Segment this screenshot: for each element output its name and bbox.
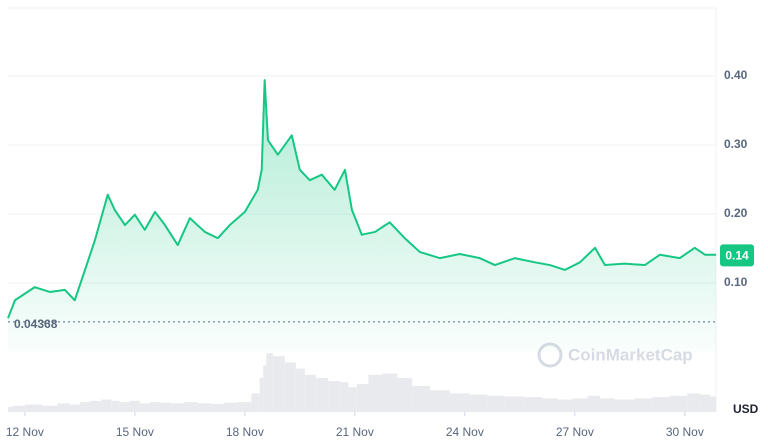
price-badge-label: 0.14 bbox=[725, 249, 749, 263]
y-tick-label: 0.30 bbox=[724, 137, 748, 151]
volume-bar bbox=[348, 387, 357, 412]
volume-bar bbox=[614, 399, 635, 412]
volume-bar bbox=[211, 403, 224, 412]
volume-bar bbox=[24, 404, 43, 412]
volume-bar bbox=[284, 362, 296, 412]
volume-bar bbox=[356, 384, 369, 412]
price-area bbox=[8, 80, 716, 352]
volume-bar bbox=[304, 374, 316, 412]
volume-bar bbox=[272, 356, 285, 412]
volume-bar bbox=[524, 397, 543, 412]
volume-bar bbox=[699, 394, 711, 412]
x-tick-label: 24 Nov bbox=[446, 425, 484, 439]
volume-bar bbox=[669, 395, 688, 412]
volume-bar bbox=[197, 403, 212, 412]
volume-bar bbox=[315, 377, 329, 412]
volume-bar bbox=[599, 398, 615, 412]
volume-bar bbox=[266, 353, 273, 412]
volume-bar bbox=[8, 407, 12, 412]
volume-bar bbox=[139, 403, 150, 412]
volume-bar bbox=[119, 402, 130, 412]
currency-label: USD bbox=[733, 402, 759, 416]
y-tick-label: 0.10 bbox=[724, 275, 748, 289]
volume-bar bbox=[469, 394, 488, 412]
x-tick-label: 15 Nov bbox=[116, 425, 154, 439]
volume-bar bbox=[412, 385, 430, 412]
volume-bar bbox=[449, 393, 470, 412]
volume-bar bbox=[79, 402, 90, 412]
volume-bar bbox=[339, 382, 349, 412]
volume-bar bbox=[572, 398, 588, 412]
volume-bar bbox=[295, 368, 305, 412]
volume-bar bbox=[710, 396, 716, 412]
volume-bar bbox=[149, 402, 160, 412]
volume-bar bbox=[183, 402, 198, 412]
volume-bar bbox=[259, 377, 264, 412]
volume-bar bbox=[69, 404, 80, 412]
volume-bar bbox=[223, 402, 238, 412]
x-tick-label: 27 Nov bbox=[556, 425, 594, 439]
y-tick-label: 0.20 bbox=[724, 206, 748, 220]
volume-bar bbox=[382, 373, 398, 412]
x-tick-label: 21 Nov bbox=[336, 425, 374, 439]
volume-bar bbox=[263, 365, 267, 412]
volume-bar bbox=[557, 399, 573, 412]
volume-bar bbox=[11, 405, 25, 412]
volume-bar bbox=[129, 400, 140, 412]
volume-bar bbox=[159, 402, 172, 412]
price-badge bbox=[720, 244, 754, 267]
volume-bar bbox=[57, 403, 70, 412]
volume-bar bbox=[89, 400, 102, 412]
volume-bar bbox=[504, 396, 525, 412]
volume-bar bbox=[101, 399, 112, 412]
x-tick-label: 18 Nov bbox=[226, 425, 264, 439]
volume-bar bbox=[542, 398, 558, 412]
volume-bar bbox=[652, 397, 670, 412]
volume-bar bbox=[429, 390, 450, 412]
volume-bar bbox=[251, 393, 260, 412]
volume-bar bbox=[634, 398, 653, 412]
volume-bar bbox=[397, 377, 413, 412]
reference-label: 0.04368 bbox=[14, 317, 58, 331]
x-tick-label: 12 Nov bbox=[6, 425, 44, 439]
x-tick-label: 30 Nov bbox=[666, 425, 704, 439]
volume-bar bbox=[687, 393, 700, 412]
volume-bar bbox=[237, 402, 252, 412]
volume-bar bbox=[368, 374, 383, 412]
volume-bar bbox=[487, 395, 505, 412]
volume-bar bbox=[328, 381, 340, 412]
price-line bbox=[7, 79, 716, 319]
volume-bar bbox=[587, 395, 600, 412]
volume-bar bbox=[111, 400, 120, 412]
volume-bar bbox=[171, 403, 184, 412]
y-tick-label: 0.40 bbox=[724, 68, 748, 82]
volume-bar bbox=[42, 405, 58, 412]
